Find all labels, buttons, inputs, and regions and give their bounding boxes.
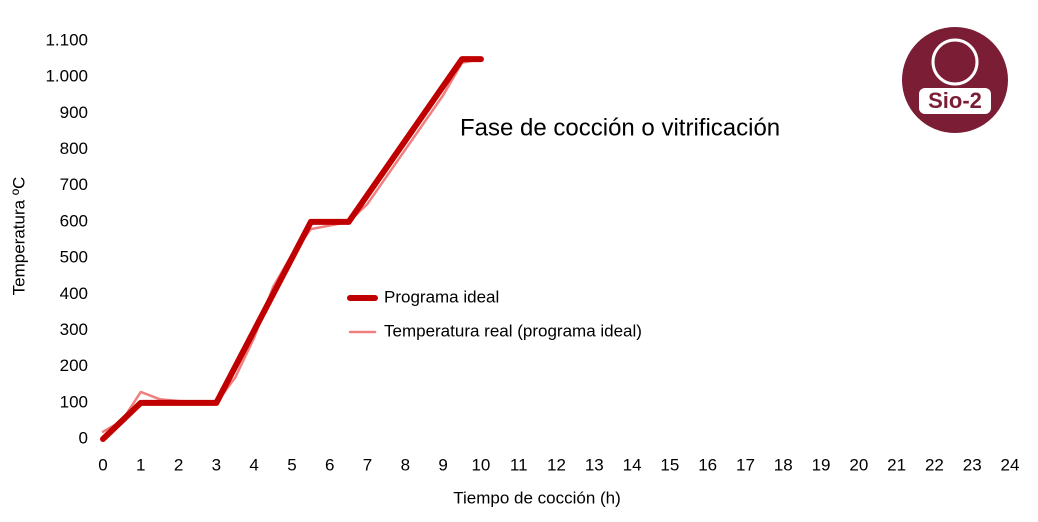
x-axis-label: Tiempo de cocción (h) — [453, 488, 621, 507]
x-tick-label: 9 — [438, 455, 447, 474]
y-axis-label: Temperatura ºC — [9, 177, 28, 296]
y-tick-label: 100 — [60, 392, 88, 411]
logo-text: Sio-2 — [928, 88, 982, 113]
chart-title: Fase de cocción o vitrificación — [460, 114, 780, 141]
x-tick-label: 12 — [547, 455, 566, 474]
y-tick-label: 200 — [60, 356, 88, 375]
y-tick-label: 1.100 — [45, 30, 88, 49]
x-tick-label: 19 — [812, 455, 831, 474]
x-tick-label: 3 — [212, 455, 221, 474]
series-line — [100, 56, 484, 442]
legend-label: Temperatura real (programa ideal) — [384, 321, 642, 340]
x-tick-label: 10 — [471, 455, 490, 474]
x-tick-label: 6 — [325, 455, 334, 474]
y-tick-label: 0 — [79, 428, 88, 447]
x-tick-label: 18 — [774, 455, 793, 474]
logo-icon — [931, 38, 979, 86]
x-tick-label: 8 — [401, 455, 410, 474]
x-tick-label: 15 — [660, 455, 679, 474]
x-tick-label: 4 — [249, 455, 258, 474]
y-tick-label: 500 — [60, 248, 88, 267]
x-tick-label: 23 — [963, 455, 982, 474]
x-tick-label: 0 — [98, 455, 107, 474]
x-tick-label: 2 — [174, 455, 183, 474]
y-tick-label: 900 — [60, 103, 88, 122]
x-tick-label: 13 — [585, 455, 604, 474]
logo: Sio-2 — [902, 27, 1008, 133]
legend-label: Programa ideal — [384, 287, 499, 306]
y-tick-label: 600 — [60, 211, 88, 230]
x-tick-label: 1 — [136, 455, 145, 474]
x-tick-label: 22 — [925, 455, 944, 474]
y-tick-label: 700 — [60, 175, 88, 194]
y-tick-label: 1.000 — [45, 67, 88, 86]
logo-badge — [919, 88, 991, 114]
x-tick-label: 16 — [698, 455, 717, 474]
y-tick-label: 800 — [60, 139, 88, 158]
x-tick-label: 7 — [363, 455, 372, 474]
logo-circle — [902, 27, 1008, 133]
y-tick-label: 300 — [60, 320, 88, 339]
x-tick-label: 14 — [623, 455, 642, 474]
x-tick-label: 17 — [736, 455, 755, 474]
x-tick-label: 21 — [887, 455, 906, 474]
x-tick-label: 20 — [849, 455, 868, 474]
y-tick-label: 400 — [60, 284, 88, 303]
x-tick-label: 5 — [287, 455, 296, 474]
x-tick-label: 24 — [1001, 455, 1020, 474]
x-tick-label: 11 — [510, 455, 528, 474]
